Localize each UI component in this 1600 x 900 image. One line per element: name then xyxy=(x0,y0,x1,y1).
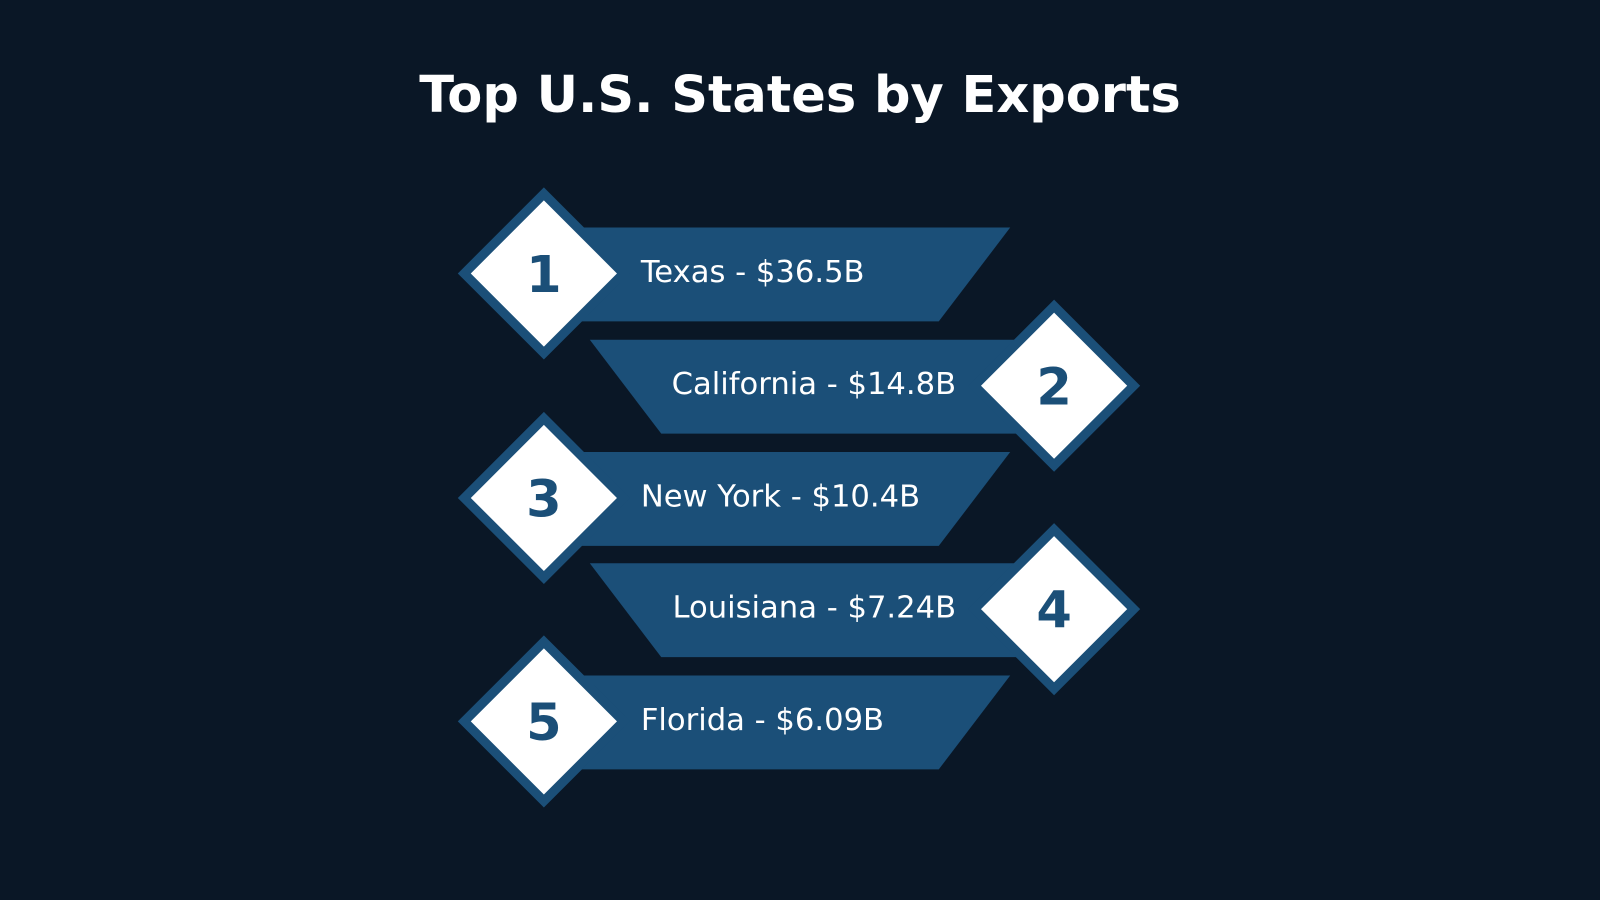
banner xyxy=(589,339,1021,434)
diamond xyxy=(457,187,630,360)
item-label: Florida - $6.09B xyxy=(641,703,884,738)
banner xyxy=(571,675,1011,770)
banner xyxy=(589,563,1021,658)
rank-number: 5 xyxy=(526,694,562,753)
diamond xyxy=(457,411,630,585)
rank-number: 4 xyxy=(1036,582,1072,641)
rank-number: 1 xyxy=(526,246,562,305)
rank-number: 2 xyxy=(1036,358,1072,417)
diamond xyxy=(457,635,630,808)
item-label: New York - $10.4B xyxy=(641,479,920,514)
item-label: California - $14.8B xyxy=(672,367,956,402)
diamond xyxy=(967,523,1141,696)
title: Top U.S. States by Exports xyxy=(419,66,1180,125)
diamond xyxy=(967,299,1141,472)
rank-number: 3 xyxy=(526,471,562,530)
banner xyxy=(571,227,1011,322)
item-label: Louisiana - $7.24B xyxy=(672,591,956,626)
banner xyxy=(571,452,1011,546)
item-label: Texas - $36.5B xyxy=(640,255,865,290)
